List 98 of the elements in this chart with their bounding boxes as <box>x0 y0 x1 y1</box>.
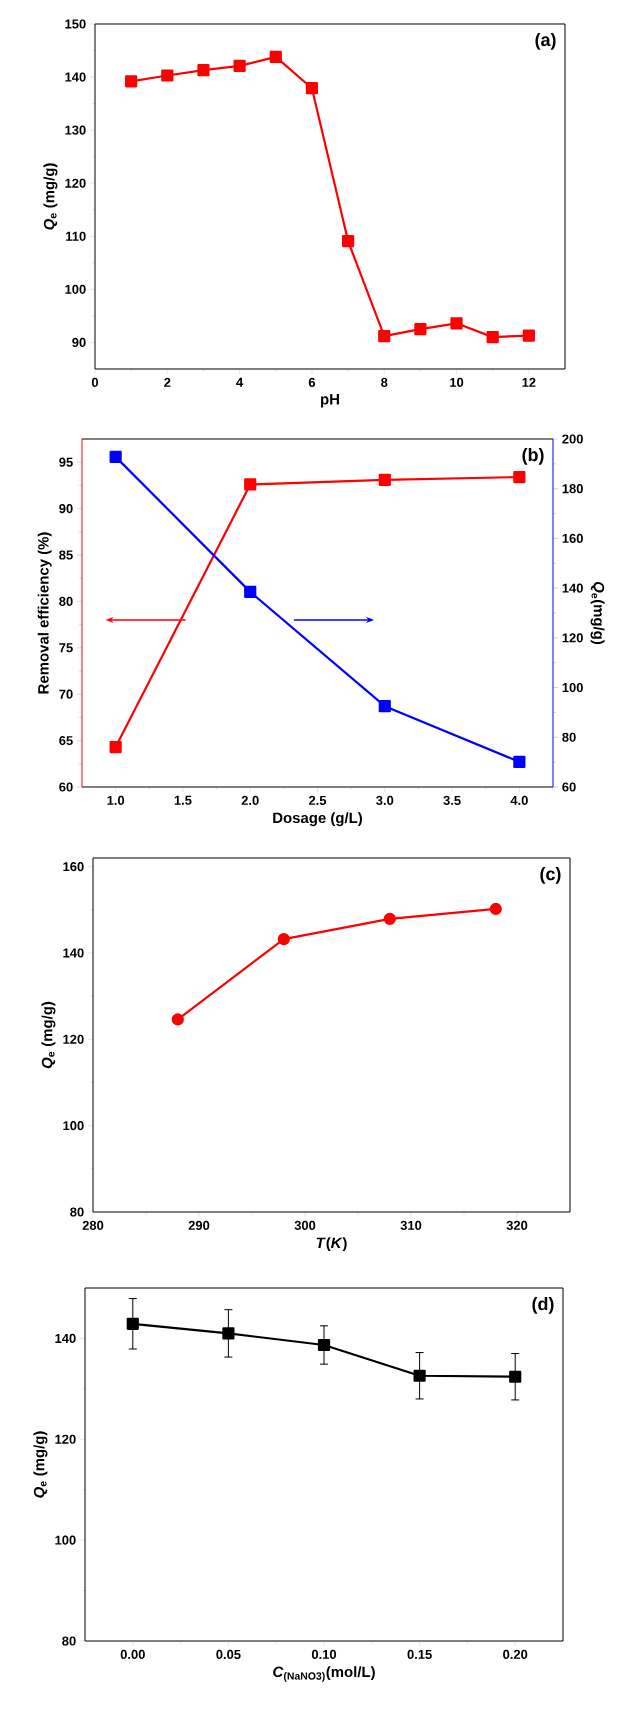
point <box>233 59 246 73</box>
y-tick-label: 75 <box>59 643 73 653</box>
point <box>414 323 427 336</box>
point <box>244 585 257 598</box>
y-tick-label: 100 <box>55 1535 76 1545</box>
point <box>378 329 391 343</box>
annotation: (a) <box>535 32 556 50</box>
x-tick-label: 8 <box>381 377 388 387</box>
x-tick-label: 300 <box>294 1220 316 1230</box>
point <box>126 1317 139 1330</box>
x-tick-label: 2.5 <box>308 795 327 805</box>
point <box>489 902 502 916</box>
x-axis-title: C$_{(NaNO3)}$(mol/L) <box>273 1666 375 1682</box>
y-axis-title: Removal efficiency (%) <box>37 532 52 694</box>
y2-tick-label: 60 <box>562 782 576 792</box>
y2-axis-title: Q$_{e}$(mg/g) <box>590 581 605 645</box>
annotation: (b) <box>522 448 544 465</box>
point <box>522 329 535 342</box>
y-tick-label: 95 <box>59 457 73 467</box>
point <box>171 1013 184 1026</box>
point <box>269 50 282 63</box>
x-tick-label: 0 <box>91 377 99 387</box>
x-tick-label: 3.5 <box>443 795 461 805</box>
y-tick-label: 90 <box>59 503 73 514</box>
point <box>197 64 210 77</box>
y2-tick-label: 180 <box>562 484 583 494</box>
y-tick-label: 120 <box>65 178 86 188</box>
x-tick-label: 0.05 <box>216 1649 241 1659</box>
y-tick-label: 140 <box>63 948 84 958</box>
point <box>486 331 499 344</box>
y-tick-label: 130 <box>65 125 86 135</box>
y2-tick-label: 120 <box>562 633 583 643</box>
y2-tick-label: 80 <box>562 732 576 742</box>
point <box>317 1338 331 1352</box>
x-tick-label: 3.0 <box>376 795 394 805</box>
point <box>413 1369 426 1382</box>
x-tick-label: 0.00 <box>120 1649 145 1659</box>
point <box>125 75 138 88</box>
y-tick-label: 100 <box>65 284 86 294</box>
x-axis-title: T(K) <box>316 1237 347 1252</box>
y-tick-label: 140 <box>65 72 86 82</box>
y-tick-label: 70 <box>59 689 73 699</box>
y-tick-label: 80 <box>62 1636 76 1646</box>
point <box>222 1327 235 1340</box>
y-tick-label: 80 <box>70 1207 84 1217</box>
y2-tick-label: 100 <box>562 682 583 693</box>
x-tick-label: 290 <box>188 1220 210 1230</box>
x-tick-label: 0.20 <box>503 1649 528 1659</box>
x-tick-label: 2.0 <box>241 795 259 805</box>
x-tick-label: 4.0 <box>510 795 528 805</box>
y-tick-label: 150 <box>65 19 86 29</box>
y2-tick-label: 160 <box>562 533 583 543</box>
x-axis-title: Dosage (g/L) <box>273 812 362 827</box>
x-tick-label: 2 <box>164 377 171 387</box>
y-tick-label: 100 <box>63 1121 84 1131</box>
point <box>509 1370 522 1383</box>
x-tick-label: 0.15 <box>407 1649 432 1659</box>
y-tick-label: 90 <box>72 337 86 348</box>
annotation: (d) <box>532 1297 554 1314</box>
y-tick-label: 140 <box>55 1333 76 1344</box>
point <box>341 234 355 248</box>
x-tick-label: 6 <box>308 377 316 387</box>
y-axis-title: Q$_{e}$ (mg/g) <box>43 163 58 230</box>
x-tick-label: 1.5 <box>174 795 192 805</box>
point <box>450 317 463 330</box>
y-tick-label: 110 <box>66 231 86 241</box>
y-tick-label: 120 <box>55 1434 76 1444</box>
point <box>109 740 122 754</box>
point <box>378 473 391 486</box>
x-axis-title: pH <box>321 394 339 408</box>
x-tick-label: 4 <box>236 377 244 387</box>
point <box>277 933 290 946</box>
y-tick-label: 85 <box>59 550 73 560</box>
annotation: (c) <box>540 867 561 884</box>
y2-tick-label: 140 <box>562 583 583 593</box>
x-tick-label: 12 <box>522 377 536 387</box>
y-tick-label: 80 <box>59 596 73 606</box>
point <box>383 912 396 925</box>
x-tick-label: 320 <box>506 1220 528 1230</box>
point <box>109 450 122 463</box>
y-tick-label: 160 <box>63 862 84 872</box>
x-tick-label: 310 <box>400 1220 422 1230</box>
x-tick-label: 10 <box>450 377 464 387</box>
x-tick-label: 280 <box>82 1220 104 1230</box>
point <box>513 755 526 768</box>
point <box>378 700 391 713</box>
y-tick-label: 60 <box>59 782 73 792</box>
point <box>244 478 257 491</box>
y-axis-title: Q$_{e}$ (mg/g) <box>33 1431 48 1498</box>
y-tick-label: 65 <box>59 736 73 746</box>
point <box>513 470 526 484</box>
x-tick-label: 1.0 <box>107 795 125 805</box>
x-tick-label: 0.10 <box>311 1649 337 1659</box>
y-tick-label: 120 <box>63 1034 84 1044</box>
point <box>161 69 174 82</box>
y2-tick-label: 200 <box>562 434 583 444</box>
point <box>305 82 319 95</box>
y-axis-title: Q$_{e}$ (mg/g) <box>41 1001 56 1069</box>
